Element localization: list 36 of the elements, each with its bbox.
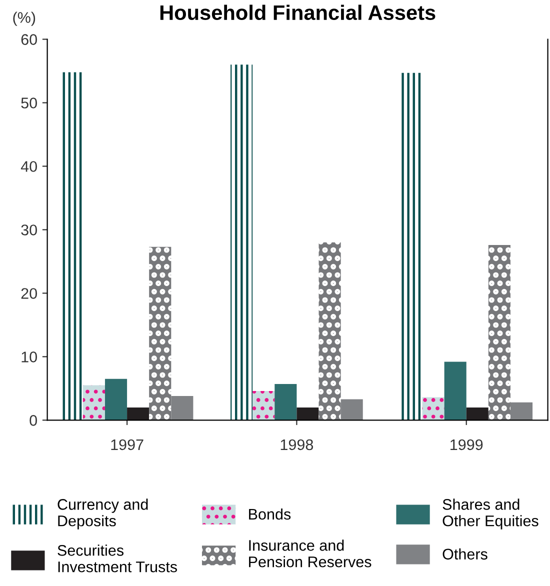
bar: [318, 242, 341, 420]
x-tick-label: 1997: [111, 439, 144, 450]
bar: [444, 362, 466, 420]
x-tick-label: 1999: [450, 439, 483, 450]
y-tick-label: 30: [21, 224, 37, 236]
bar: [296, 407, 319, 420]
legend-label: Currency and Deposits: [58, 498, 148, 530]
bar: [171, 396, 194, 420]
x-tick-label: 1998: [280, 439, 314, 450]
y-tick-label: 0: [30, 415, 37, 426]
bar: [60, 72, 83, 420]
bar: [488, 244, 510, 420]
y-tick-label: 60: [21, 34, 37, 45]
bar: [400, 72, 422, 420]
bar: [252, 390, 275, 420]
bar: [104, 378, 128, 420]
legend-label: Bonds: [249, 508, 291, 520]
bar: [340, 399, 363, 420]
legend-label: Shares and Other Equities: [442, 498, 538, 530]
bar: [274, 384, 297, 420]
legend-label: Insurance and Pension Reserves: [249, 540, 372, 568]
y-tick-label: 40: [20, 161, 37, 172]
bar: [230, 64, 253, 420]
y-tick-label: 20: [21, 288, 37, 299]
bar: [82, 385, 105, 420]
legend-label: Others: [442, 548, 488, 560]
y-tick-label: 50: [21, 98, 37, 108]
bar: [510, 402, 533, 420]
bar: [127, 407, 150, 420]
chart-title: Household Financial Assets: [160, 4, 436, 20]
legend-label: Securities Investment Trusts: [58, 544, 177, 572]
y-tick-label: 10: [22, 352, 37, 362]
bar: [422, 397, 444, 420]
bar: [466, 407, 488, 420]
bar: [149, 246, 172, 420]
y-axis-title: (%): [13, 12, 36, 26]
